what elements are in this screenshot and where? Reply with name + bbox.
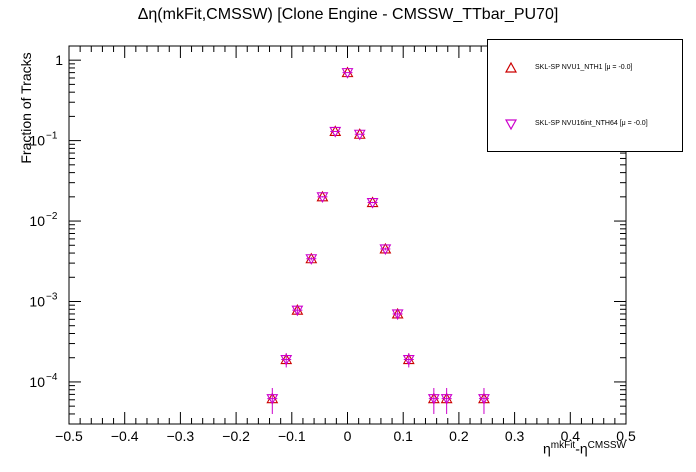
legend-entry-series-2: SKL-SP NVU16int_NTH64 [μ = -0.0]: [488, 114, 682, 134]
legend-entry-series-1: SKL-SP NVU1_NTH1 [μ = -0.0]: [488, 58, 682, 78]
data-point-series-2: [379, 244, 392, 256]
y-tick-label: 10: [29, 213, 45, 229]
y-tick-label: 1: [55, 52, 63, 68]
y-tick-label: 10: [29, 374, 45, 390]
x-tick-label: 0: [344, 428, 352, 444]
x-tick-label: 0.5: [616, 428, 636, 444]
x-tick-label: −0.4: [111, 428, 139, 444]
data-point-series-2: [291, 305, 304, 317]
legend-label-series-1: SKL-SP NVU1_NTH1 [μ = -0.0]: [535, 64, 633, 71]
x-tick-label: −0.5: [55, 428, 83, 444]
data-point-series-2: [353, 129, 366, 141]
y-tick-exponent: −1: [46, 131, 58, 142]
x-tick-label: 0.2: [449, 428, 469, 444]
data-point-series-2: [427, 394, 440, 405]
data-point-series-2: [266, 394, 279, 405]
y-tick-exponent: −2: [46, 211, 58, 222]
data-point-series-2: [402, 354, 415, 366]
y-axis-label: Fraction of Tracks: [18, 52, 34, 164]
data-point-series-2: [391, 309, 404, 321]
legend-label-series-2: SKL-SP NVU16int_NTH64 [μ = -0.0]: [535, 120, 648, 127]
triangle-down-marker-icon: [504, 119, 518, 131]
data-point-series-2: [329, 126, 342, 138]
chart-title: Δη(mkFit,CMSSW) [Clone Engine - CMSSW_TT…: [137, 6, 559, 23]
triangle-up-marker-icon: [504, 61, 518, 73]
data-point-series-2: [280, 354, 293, 366]
y-tick-exponent: −3: [46, 291, 58, 302]
x-axis-label: ηmkFit-ηCMSSW: [542, 440, 626, 457]
legend: SKL-SP NVU1_NTH1 [μ = -0.0] SKL-SP NVU16…: [487, 39, 683, 152]
x-tick-label: −0.1: [278, 428, 306, 444]
data-point-series-2: [305, 254, 318, 265]
data-point-series-2: [366, 197, 379, 209]
data-point-series-2: [316, 192, 329, 203]
y-tick-exponent: −4: [46, 372, 58, 383]
y-tick-label: 10: [29, 133, 45, 149]
data-point-series-2: [478, 394, 490, 405]
x-tick-label: −0.3: [167, 428, 195, 444]
data-point-series-2: [341, 68, 354, 79]
x-tick-label: 0.4: [561, 428, 581, 444]
y-tick-label: 10: [29, 293, 45, 309]
x-tick-label: 0.3: [505, 428, 525, 444]
x-tick-label: 0.1: [393, 428, 413, 444]
x-tick-label: −0.2: [222, 428, 250, 444]
data-point-series-2: [440, 394, 453, 405]
